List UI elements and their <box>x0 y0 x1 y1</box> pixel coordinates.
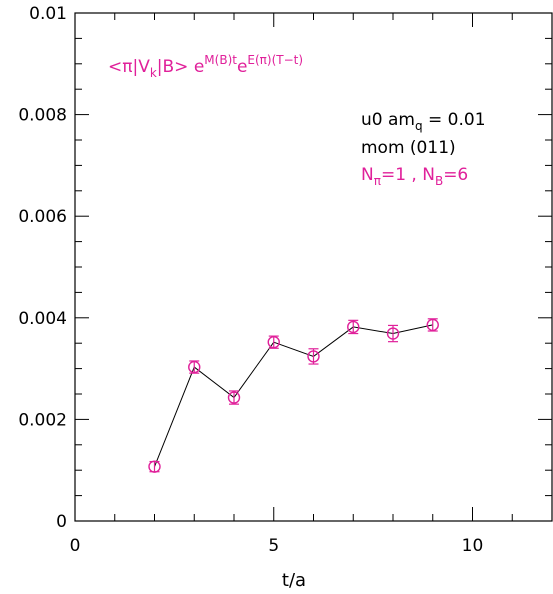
annotation-line-1-post: = 0.01 <box>423 110 486 130</box>
annotation-line-2: mom (011) <box>361 138 456 158</box>
annotation-line-3-sub2: B <box>435 174 443 188</box>
formula-part-e2: e <box>237 57 247 77</box>
x-tick-label: 5 <box>268 536 279 556</box>
y-tick-label: 0.01 <box>29 4 67 24</box>
y-tick-label: 0.008 <box>18 106 67 126</box>
annotation-line-3-eq1: =1 , N <box>381 165 435 185</box>
data-points <box>148 318 439 473</box>
marker-circle <box>188 360 201 374</box>
plot-frame <box>74 12 553 522</box>
annotation-line-3-n1: N <box>361 165 374 185</box>
data-point <box>188 360 201 374</box>
marker-circle <box>148 460 161 473</box>
data-line <box>154 324 433 467</box>
formula-part-mid: |B> e <box>157 57 205 77</box>
y-tick-label: 0.002 <box>18 410 67 430</box>
annotation-line-1: u0 amq = 0.01 <box>361 110 486 133</box>
formula-sup-2: E(π)(T−t) <box>247 53 303 67</box>
marker-circle <box>227 391 241 404</box>
x-tick-label: 10 <box>462 536 484 556</box>
series-line <box>154 324 433 467</box>
data-point <box>267 335 280 349</box>
marker-circle <box>307 350 320 363</box>
x-axis-title: t/a <box>282 570 306 591</box>
data-point <box>426 318 439 332</box>
y-tick-label: 0 <box>56 512 67 532</box>
data-point <box>148 460 161 473</box>
formula-annotation: <π|Vk|B> eM(B)teE(π)(T−t) <box>108 53 303 80</box>
formula-part-lt: <π|V <box>108 57 150 77</box>
data-point <box>227 390 241 405</box>
axis-ticks <box>74 12 553 522</box>
data-point <box>347 319 360 335</box>
data-point <box>307 348 320 365</box>
data-point <box>386 324 400 343</box>
marker-circle <box>386 327 400 340</box>
y-tick-label: 0.006 <box>18 207 67 227</box>
marker-circle <box>347 320 360 334</box>
marker-circle <box>267 335 280 349</box>
annotation-line-3: Nπ=1 , NB=6 <box>361 165 468 188</box>
formula-sup-1: M(B)t <box>204 53 237 67</box>
formula-sub-k: k <box>150 66 157 80</box>
y-tick-label: 0.004 <box>18 309 67 329</box>
marker-circle <box>426 318 439 332</box>
annotation-line-3-eq2: =6 <box>443 165 468 185</box>
annotation-line-1-pre: u0 am <box>361 110 415 130</box>
x-tick-label: 0 <box>70 536 81 556</box>
tick-labels: 0 5 10 0 0.002 0.004 0.006 0.008 0.01 <box>18 4 483 556</box>
annotation-line-3-sub1: π <box>374 174 381 188</box>
annotation-line-1-sub: q <box>415 119 423 133</box>
